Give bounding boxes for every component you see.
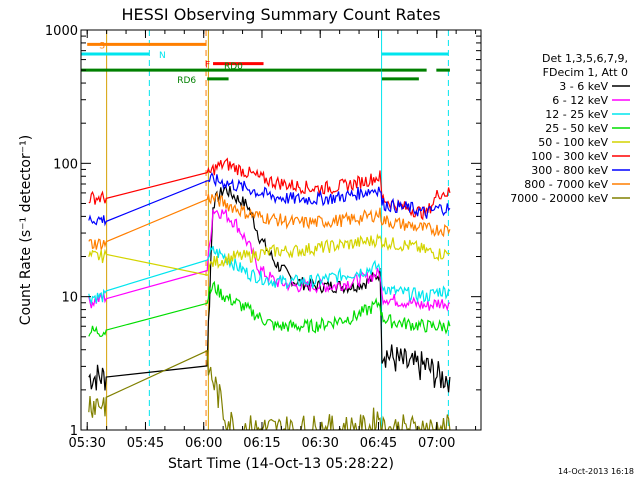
- x-tick-label: 05:30: [68, 436, 105, 451]
- series-line: [88, 172, 451, 227]
- legend-header: Det 1,3,5,6,7,9,: [542, 52, 628, 65]
- legend-entry-label: 7000 - 20000 keV: [510, 192, 608, 205]
- x-tick-label: 07:00: [418, 436, 455, 451]
- legend-entry-label: 3 - 6 keV: [559, 80, 608, 93]
- legend-entry-label: 100 - 300 keV: [531, 150, 608, 163]
- series-line: [88, 186, 451, 393]
- chart-title: HESSI Observing Summary Count Rates: [121, 5, 440, 24]
- y-tick-label: 1: [70, 424, 78, 439]
- x-tick-label: 06:00: [185, 436, 222, 451]
- legend: Det 1,3,5,6,7,9,FDecim 1, Att 03 - 6 keV…: [510, 52, 630, 205]
- y-tick-label: 10: [61, 291, 78, 306]
- footer-timestamp: 14-Oct-2013 16:18: [558, 467, 634, 476]
- series-line: [88, 209, 451, 312]
- x-tick-label: 06:30: [301, 436, 338, 451]
- plot-area: S N F RD0 RD6: [81, 30, 451, 430]
- x-axis-label: Start Time (14-Oct-13 05:28:22): [168, 456, 394, 472]
- legend-entry-label: 50 - 100 keV: [538, 136, 608, 149]
- y-tick-label: 100: [53, 157, 78, 172]
- series-line: [88, 191, 451, 250]
- x-tick-label: 06:45: [360, 436, 397, 451]
- axis-ticks: 05:30 05:45 06:00 06:15 06:30 06:45 07:00 1 10 10…: [45, 24, 481, 451]
- legend-entry-label: 6 - 12 keV: [552, 94, 608, 107]
- series-line: [88, 280, 451, 338]
- series-line: [88, 157, 451, 221]
- legend-entry-label: 300 - 800 keV: [531, 164, 608, 177]
- flag-label: S: [99, 41, 105, 51]
- flag-label: RD0: [224, 62, 243, 72]
- series-line: [88, 245, 451, 306]
- x-tick-label: 06:15: [243, 436, 280, 451]
- flag-label: RD6: [177, 76, 196, 86]
- y-axis-label: Count Rate (s⁻¹ detector⁻¹): [18, 135, 34, 325]
- legend-header: FDecim 1, Att 0: [543, 66, 628, 79]
- x-tick-label: 05:45: [127, 436, 164, 451]
- legend-entry-label: 25 - 50 keV: [545, 122, 608, 135]
- series-line: [88, 233, 450, 276]
- legend-entry-label: 800 - 7000 keV: [524, 178, 608, 191]
- flag-label: F: [205, 61, 210, 71]
- flag-label: N: [159, 51, 166, 61]
- legend-entry-label: 12 - 25 keV: [545, 108, 608, 121]
- y-tick-label: 1000: [45, 24, 78, 39]
- series-line: [88, 349, 451, 430]
